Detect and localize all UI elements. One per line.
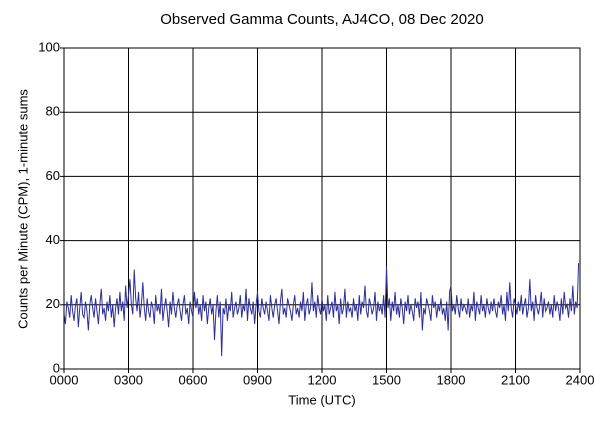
x-tick-label: 1500 — [372, 372, 401, 387]
x-tick-label: 0300 — [114, 372, 143, 387]
x-tick-label: 0000 — [50, 372, 79, 387]
x-tick-label: 1200 — [308, 372, 337, 387]
y-tick-label: 40 — [46, 232, 60, 247]
plot-frame — [63, 47, 581, 370]
x-tick-label: 2100 — [501, 372, 530, 387]
x-tick-label: 1800 — [437, 372, 466, 387]
x-tick-label: 0600 — [179, 372, 208, 387]
chart-title: Observed Gamma Counts, AJ4CO, 08 Dec 202… — [160, 11, 484, 28]
y-tick-label: 0 — [53, 360, 60, 375]
y-tick-label: 60 — [46, 168, 60, 183]
data-line — [63, 263, 580, 357]
x-axis-label: Time (UTC) — [288, 392, 355, 407]
x-tick-label: 0900 — [243, 372, 272, 387]
y-axis-label: Counts per Minute (CPM), 1-minute sums — [15, 89, 30, 329]
y-tick-label: 100 — [38, 39, 60, 54]
y-tick-label: 80 — [46, 104, 60, 119]
x-tick-label: 2400 — [566, 372, 595, 387]
y-tick-label: 20 — [46, 296, 60, 311]
